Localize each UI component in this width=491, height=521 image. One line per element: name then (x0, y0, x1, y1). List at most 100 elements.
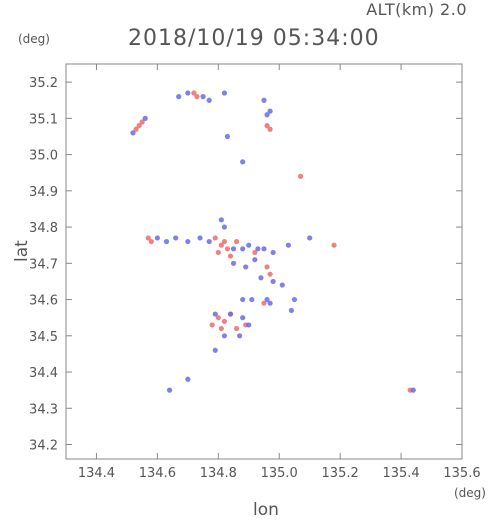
data-point-blue (270, 249, 276, 256)
data-point-red (221, 238, 227, 245)
data-point-red (227, 253, 234, 259)
data-point-red (264, 264, 270, 270)
x-tick-label: 135.4 (382, 466, 419, 481)
data-point-red (191, 90, 197, 96)
y-tick-label: 34.4 (29, 366, 58, 381)
data-point-blue (173, 235, 179, 241)
data-point-blue (246, 322, 252, 328)
data-point-blue (258, 275, 264, 281)
data-point-blue (249, 296, 255, 303)
data-point-red (212, 235, 218, 241)
data-point-red (215, 315, 221, 321)
data-point-blue (185, 238, 191, 245)
data-point-red (133, 126, 139, 132)
data-point-blue (307, 235, 313, 241)
y-tick-label: 34.7 (29, 257, 58, 272)
data-point-red (267, 126, 273, 132)
data-point-blue (130, 130, 136, 136)
y-unit-label: (deg) (18, 32, 50, 46)
altitude-label: ALT(km) 2.0 (366, 0, 467, 19)
data-point-blue (230, 260, 237, 266)
data-point-blue (243, 264, 249, 270)
data-point-red (224, 246, 231, 252)
data-point-blue (221, 224, 227, 230)
data-point-blue (197, 235, 203, 241)
data-point-blue (166, 387, 173, 393)
x-tick-label: 134.6 (139, 466, 176, 481)
y-tick-label: 34.3 (29, 402, 58, 417)
x-tick-label: 134.4 (78, 466, 115, 481)
data-point-red (145, 235, 151, 241)
data-point-blue (240, 315, 246, 321)
data-point-blue (221, 333, 227, 339)
data-point-blue (410, 387, 416, 393)
data-point-red (331, 242, 337, 248)
data-point-red (252, 249, 258, 256)
data-point-blue (154, 235, 160, 241)
data-point-blue (285, 242, 291, 248)
data-point-blue (218, 217, 224, 223)
data-point-red (221, 318, 227, 324)
data-point-blue (291, 296, 298, 303)
data-point-blue (246, 242, 252, 248)
data-point-blue (237, 333, 243, 339)
data-point-blue (288, 307, 295, 314)
data-point-red (267, 271, 273, 277)
data-point-blue (176, 94, 182, 100)
data-point-blue (142, 115, 148, 121)
data-point-blue (240, 246, 246, 252)
plot-frame (65, 63, 463, 460)
data-point-blue (240, 296, 246, 303)
data-point-blue (206, 238, 212, 245)
data-point-blue (264, 296, 270, 303)
data-point-red (264, 123, 270, 129)
data-point-blue (279, 282, 285, 288)
data-point-red (218, 325, 224, 332)
data-point-blue (185, 376, 191, 382)
y-tick-label: 34.6 (29, 294, 58, 309)
data-point-blue (270, 278, 276, 285)
data-point-blue (267, 300, 273, 306)
data-point-red (136, 123, 142, 129)
data-point-blue (221, 90, 227, 96)
data-point-blue (185, 90, 191, 96)
y-tick-label: 35.1 (29, 112, 58, 127)
data-point-blue (267, 108, 273, 114)
data-point-red (215, 249, 221, 256)
data-point-blue (261, 97, 267, 103)
x-tick-label: 135.2 (322, 466, 359, 481)
x-unit-label: (deg) (454, 486, 486, 500)
chart-title: 2018/10/19 05:34:00 (128, 26, 380, 51)
y-tick-label: 34.9 (29, 185, 58, 200)
data-point-blue (200, 94, 206, 100)
data-point-red (209, 322, 215, 328)
data-point-red (233, 238, 240, 245)
data-point-blue (163, 238, 170, 245)
y-tick-label: 35.2 (29, 76, 58, 91)
y-tick-label: 34.8 (29, 221, 58, 236)
x-tick-label: 135.0 (261, 466, 298, 481)
y-tick-label: 35.0 (29, 149, 58, 164)
x-tick-label: 134.8 (200, 466, 237, 481)
data-point-blue (264, 112, 270, 118)
data-point-blue (230, 246, 237, 252)
data-point-blue (224, 133, 231, 140)
data-point-red (261, 300, 267, 306)
data-point-blue (252, 257, 258, 263)
data-points (130, 90, 416, 393)
x-axis-label: lon (253, 500, 279, 520)
data-point-blue (255, 246, 261, 252)
data-point-red (233, 325, 240, 332)
y-tick-label: 34.2 (29, 439, 58, 454)
tick-layer: 134.4 134.6 134.8 135.0 135.2 135.4 135.6 34.2 3… (29, 64, 481, 481)
data-point-red (194, 94, 200, 100)
data-point-blue (240, 159, 246, 165)
data-point-blue (261, 246, 267, 252)
data-point-blue (206, 97, 212, 103)
data-point-red (139, 119, 145, 125)
data-point-red (148, 238, 154, 245)
data-point-blue (212, 311, 218, 317)
x-tick-label: 135.6 (443, 466, 480, 481)
data-point-blue (212, 347, 218, 353)
